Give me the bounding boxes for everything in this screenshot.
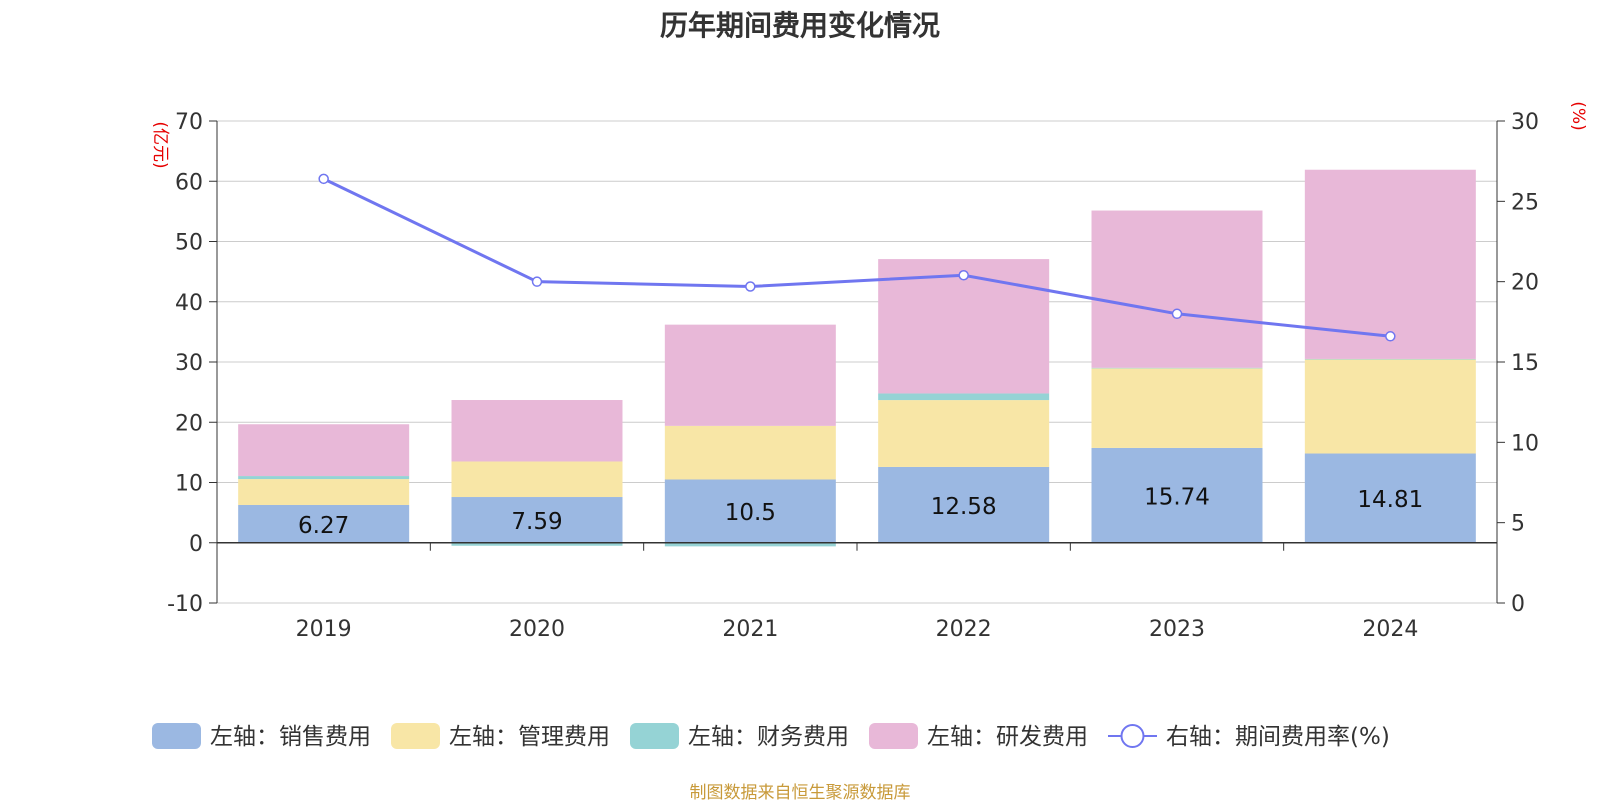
bar-2022-s1 [878, 400, 1050, 467]
bar-2024-s1 [1304, 359, 1476, 454]
bar-label-2024: 14.81 [1357, 487, 1423, 513]
bar-2023-s1 [1091, 368, 1263, 448]
left-axis-tick-label: 20 [175, 411, 203, 436]
legend-label-3: 左轴：研发费用 [927, 724, 1088, 750]
bar-2021-s2 [664, 542, 836, 547]
left-axis-unit: (亿元) [150, 121, 170, 168]
right-axis-tick-label: 10 [1511, 431, 1539, 456]
line-point-2023 [1171, 308, 1183, 320]
x-axis-tick-label: 2022 [936, 617, 992, 642]
right-axis-tick-label: 0 [1511, 592, 1525, 617]
bar-label-2022: 12.58 [931, 494, 997, 520]
left-axis-tick-label: 70 [175, 110, 203, 135]
bar-2022-s3 [878, 259, 1050, 394]
bar-2021-s1 [664, 425, 836, 480]
bar-2019-s2 [238, 476, 410, 480]
bar-2020-s0 [451, 497, 623, 543]
chart-title: 历年期间费用变化情况 [659, 9, 940, 42]
bar-2020-s3 [451, 400, 623, 462]
right-axis-unit: (%) [1568, 101, 1588, 130]
bar-2023-s0 [1091, 447, 1263, 543]
line-point-2024 [1385, 331, 1396, 342]
right-axis-tick-label: 20 [1511, 271, 1539, 296]
bar-label-2020: 7.59 [511, 509, 562, 535]
legend-label-4: 右轴：期间费用率(%) [1166, 724, 1390, 750]
bar-2019-s1 [238, 479, 410, 505]
legend-swatch-3 [869, 723, 918, 749]
x-axis-tick-label: 2019 [296, 617, 352, 642]
legend-swatch-2 [630, 723, 679, 749]
source-note: 制图数据来自恒生聚源数据库 [689, 783, 911, 803]
legend-swatch-marker [1120, 724, 1145, 748]
left-axis-tick-label: 10 [175, 472, 203, 497]
legend-label-1: 左轴：管理费用 [449, 724, 610, 750]
bar-2024-s0 [1304, 453, 1476, 543]
x-axis-tick-label: 2023 [1149, 617, 1205, 642]
line-series-rate [323, 177, 1391, 338]
bar-2021-s0 [664, 479, 836, 543]
legend-label-0: 左轴：销售费用 [210, 724, 371, 750]
right-axis-tick-label: 30 [1511, 110, 1539, 135]
left-axis-tick-label: 60 [175, 170, 203, 195]
bar-label-2019: 6.27 [298, 513, 349, 539]
left-axis-tick-label: -10 [167, 592, 203, 617]
line-point-2021 [745, 281, 756, 292]
left-axis-tick-label: 40 [175, 291, 203, 316]
right-axis-tick-label: 15 [1511, 351, 1539, 376]
line-point-2019 [318, 173, 329, 185]
x-axis-tick-label: 2020 [509, 617, 565, 642]
line-point-2020 [531, 276, 543, 287]
bar-2021-s3 [664, 324, 836, 426]
legend-swatch-0 [152, 723, 201, 749]
legend-swatch-1 [391, 723, 440, 749]
bar-label-2021: 10.5 [725, 500, 776, 526]
bar-2024-s2 [1304, 358, 1476, 360]
bar-2022-s2 [878, 393, 1050, 401]
x-axis-tick-label: 2024 [1362, 617, 1418, 642]
bar-2019-s0 [238, 504, 410, 543]
right-axis-tick-label: 5 [1511, 512, 1525, 537]
bar-2023-s2 [1091, 367, 1263, 369]
bar-2022-s0 [878, 466, 1050, 543]
bar-2020-s1 [451, 461, 623, 498]
left-axis-tick-label: 50 [175, 231, 203, 256]
x-axis-tick-label: 2021 [722, 617, 778, 642]
right-axis-tick-label: 25 [1511, 190, 1539, 215]
left-axis-tick-label: 30 [175, 351, 203, 376]
bar-2019-s3 [238, 424, 410, 477]
left-axis-tick-label: 0 [189, 532, 203, 557]
bar-2024-s3 [1304, 169, 1476, 359]
line-point-2022 [958, 269, 969, 281]
bar-2020-s2 [451, 542, 623, 546]
bar-label-2023: 15.74 [1144, 484, 1210, 510]
bar-2023-s3 [1091, 210, 1263, 368]
legend-label-2: 左轴：财务费用 [688, 724, 849, 750]
